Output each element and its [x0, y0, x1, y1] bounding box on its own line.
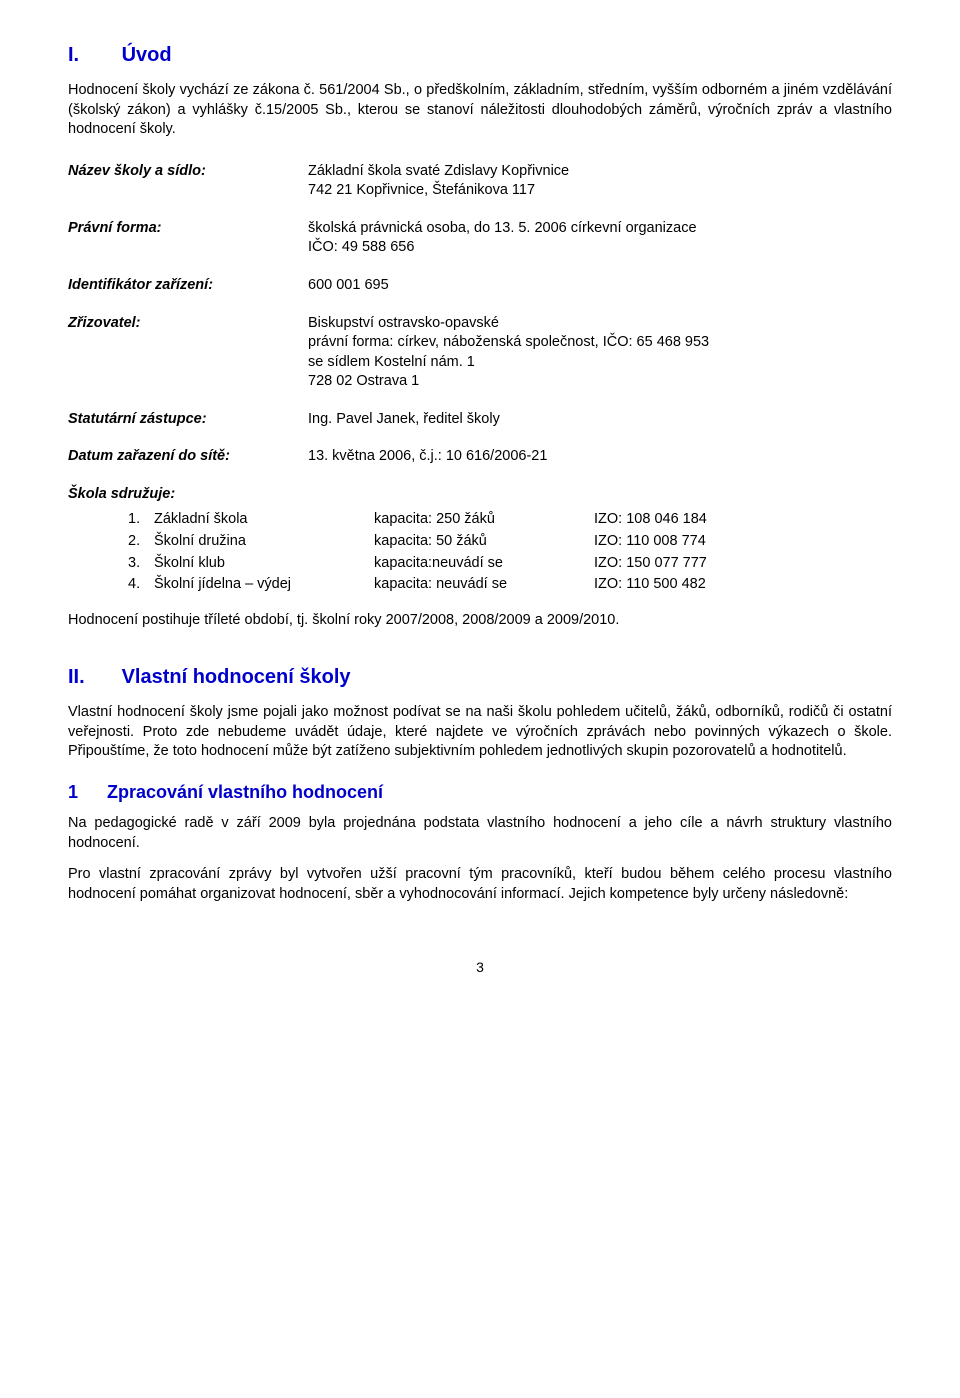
kv-row-legal-form: Právní forma: školská právnická osoba, d… — [68, 219, 892, 258]
list-item: 1. Základní škola kapacita: 250 žáků IZO… — [128, 510, 892, 530]
assoc-heading: Škola sdružuje: — [68, 485, 892, 505]
subsection-1-heading: 1 Zpracování vlastního hodnocení — [68, 780, 892, 804]
kv-label: Právní forma: — [68, 219, 308, 258]
kv-line: Základní škola svaté Zdislavy Kopřivnice — [308, 162, 892, 182]
kv-row-registration-date: Datum zařazení do sítě: 13. května 2006,… — [68, 447, 892, 467]
period-paragraph: Hodnocení postihuje tříleté období, tj. … — [68, 611, 892, 631]
kv-line: právní forma: církev, náboženská společn… — [308, 333, 892, 353]
assoc-name: Školní družina — [154, 532, 374, 552]
kv-label: Statutární zástupce: — [68, 410, 308, 430]
kv-value: školská právnická osoba, do 13. 5. 2006 … — [308, 219, 892, 258]
list-item: 2. Školní družina kapacita: 50 žáků IZO:… — [128, 532, 892, 552]
assoc-name: Školní jídelna – výdej — [154, 575, 374, 595]
section-1-intro: Hodnocení školy vychází ze zákona č. 561… — [68, 81, 892, 140]
page-number: 3 — [68, 958, 892, 977]
assoc-izo: IZO: 110 008 774 — [594, 532, 892, 552]
sub1-para1: Na pedagogické radě v září 2009 byla pro… — [68, 814, 892, 853]
sub1-para2: Pro vlastní zpracování zprávy byl vytvoř… — [68, 865, 892, 904]
assoc-num: 1. — [128, 510, 154, 530]
kv-line: školská právnická osoba, do 13. 5. 2006 … — [308, 219, 892, 239]
assoc-izo: IZO: 108 046 184 — [594, 510, 892, 530]
section-2-roman: II. — [68, 664, 116, 691]
kv-line: Biskupství ostravsko-opavské — [308, 314, 892, 334]
kv-label: Zřizovatel: — [68, 314, 308, 392]
kv-label: Datum zařazení do sítě: — [68, 447, 308, 467]
section-2-title: Vlastní hodnocení školy — [122, 666, 351, 688]
kv-line: 742 21 Kopřivnice, Štefánikova 117 — [308, 181, 892, 201]
section-1-roman: I. — [68, 42, 116, 69]
assoc-list: 1. Základní škola kapacita: 250 žáků IZO… — [68, 510, 892, 594]
assoc-capacity: kapacita: 250 žáků — [374, 510, 594, 530]
kv-value: Ing. Pavel Janek, ředitel školy — [308, 410, 892, 430]
assoc-name: Školní klub — [154, 554, 374, 574]
kv-value: 600 001 695 — [308, 276, 892, 296]
assoc-num: 2. — [128, 532, 154, 552]
list-item: 4. Školní jídelna – výdej kapacita: neuv… — [128, 575, 892, 595]
subsection-1-num: 1 — [68, 780, 102, 804]
kv-row-identifier: Identifikátor zařízení: 600 001 695 — [68, 276, 892, 296]
assoc-capacity: kapacita: neuvádí se — [374, 575, 594, 595]
assoc-capacity: kapacita:neuvádí se — [374, 554, 594, 574]
assoc-izo: IZO: 150 077 777 — [594, 554, 892, 574]
kv-line: IČO: 49 588 656 — [308, 238, 892, 258]
assoc-capacity: kapacita: 50 žáků — [374, 532, 594, 552]
kv-line: se sídlem Kostelní nám. 1 — [308, 353, 892, 373]
section-1-title: Úvod — [122, 44, 172, 66]
kv-row-statutory: Statutární zástupce: Ing. Pavel Janek, ř… — [68, 410, 892, 430]
assoc-num: 3. — [128, 554, 154, 574]
section-2-intro: Vlastní hodnocení školy jsme pojali jako… — [68, 703, 892, 762]
assoc-num: 4. — [128, 575, 154, 595]
subsection-1-title: Zpracování vlastního hodnocení — [107, 782, 383, 802]
kv-row-founder: Zřizovatel: Biskupství ostravsko-opavské… — [68, 314, 892, 392]
kv-line: 728 02 Ostrava 1 — [308, 372, 892, 392]
section-1-heading: I. Úvod — [68, 42, 892, 69]
kv-value: Biskupství ostravsko-opavské právní form… — [308, 314, 892, 392]
kv-value: 13. května 2006, č.j.: 10 616/2006-21 — [308, 447, 892, 467]
section-2-heading: II. Vlastní hodnocení školy — [68, 664, 892, 691]
school-info-block: Název školy a sídlo: Základní škola svat… — [68, 162, 892, 467]
kv-row-name: Název školy a sídlo: Základní škola svat… — [68, 162, 892, 201]
assoc-izo: IZO: 110 500 482 — [594, 575, 892, 595]
assoc-name: Základní škola — [154, 510, 374, 530]
kv-label: Identifikátor zařízení: — [68, 276, 308, 296]
kv-value: Základní škola svaté Zdislavy Kopřivnice… — [308, 162, 892, 201]
list-item: 3. Školní klub kapacita:neuvádí se IZO: … — [128, 554, 892, 574]
kv-label: Název školy a sídlo: — [68, 162, 308, 201]
